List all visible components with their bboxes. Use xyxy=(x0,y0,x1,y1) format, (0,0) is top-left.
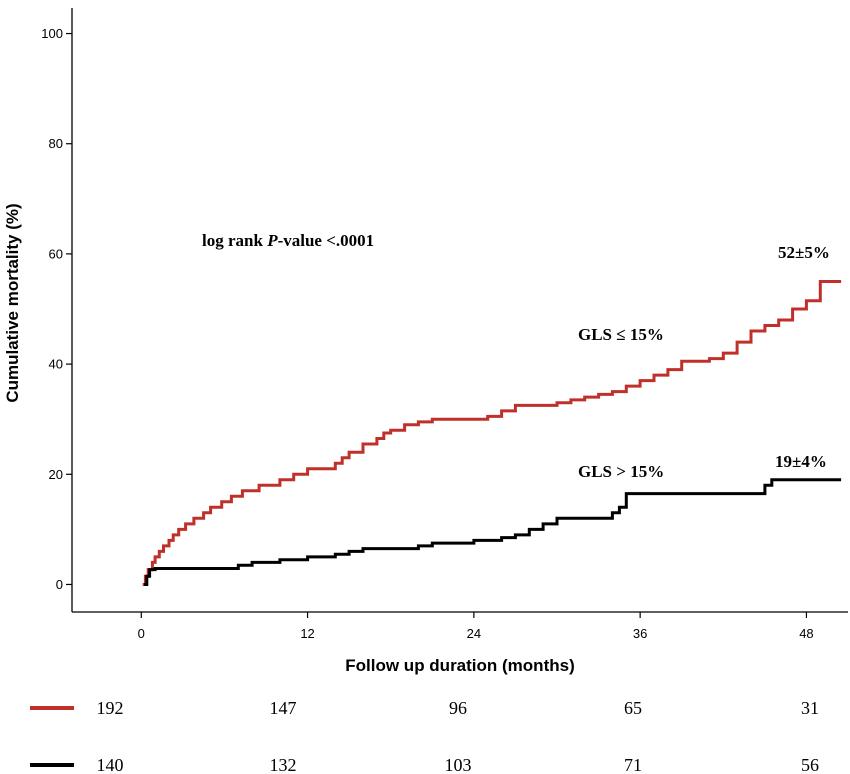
risk-count: 140 xyxy=(97,755,124,774)
logrank-p: P xyxy=(266,231,278,250)
series-line-gls-gt-15 xyxy=(144,478,842,586)
risk-row-gls-gt-15: 140 132 103 71 56 xyxy=(30,755,819,774)
x-tick-label: 12 xyxy=(300,626,314,641)
risk-row-gls-le-15: 192 147 96 65 31 xyxy=(30,698,819,718)
risk-table: 192 147 96 65 31 140 132 103 71 56 xyxy=(30,698,819,774)
series-label-gls-le-15: GLS ≤ 15% xyxy=(578,325,664,344)
logrank-prefix: log rank xyxy=(202,231,267,250)
y-tick-label: 80 xyxy=(49,136,63,151)
end-label-gls-gt-15: 19±4% xyxy=(775,452,827,471)
risk-count: 147 xyxy=(270,698,297,718)
risk-count: 56 xyxy=(801,755,819,774)
logrank-suffix: -value <.0001 xyxy=(278,231,375,250)
risk-count: 71 xyxy=(624,755,642,774)
series-label-gls-gt-15: GLS > 15% xyxy=(578,462,664,481)
risk-count: 31 xyxy=(801,698,819,718)
logrank-annotation: log rank P-value <.0001 xyxy=(202,231,374,250)
risk-count: 132 xyxy=(270,755,297,774)
x-tick-label: 36 xyxy=(633,626,647,641)
risk-count: 103 xyxy=(445,755,472,774)
y-axis-title: Cumulative mortality (%) xyxy=(3,203,22,402)
series-layer xyxy=(142,280,842,586)
x-axis-ticks: 0 12 24 36 48 xyxy=(138,612,814,641)
y-axis-ticks: 0 20 40 60 80 100 xyxy=(41,26,72,592)
x-tick-label: 24 xyxy=(467,626,481,641)
y-tick-label: 0 xyxy=(56,577,63,592)
y-tick-label: 40 xyxy=(49,357,63,372)
risk-count: 65 xyxy=(624,698,642,718)
y-tick-label: 60 xyxy=(49,246,63,261)
y-tick-label: 100 xyxy=(41,26,63,41)
end-label-gls-le-15: 52±5% xyxy=(778,243,830,262)
risk-count: 96 xyxy=(449,698,467,718)
series-line-gls-le-15 xyxy=(142,280,842,586)
x-tick-label: 48 xyxy=(799,626,813,641)
x-axis-title: Follow up duration (months) xyxy=(345,656,574,675)
x-tick-label: 0 xyxy=(138,626,145,641)
risk-count: 192 xyxy=(97,698,124,718)
y-tick-label: 20 xyxy=(49,467,63,482)
